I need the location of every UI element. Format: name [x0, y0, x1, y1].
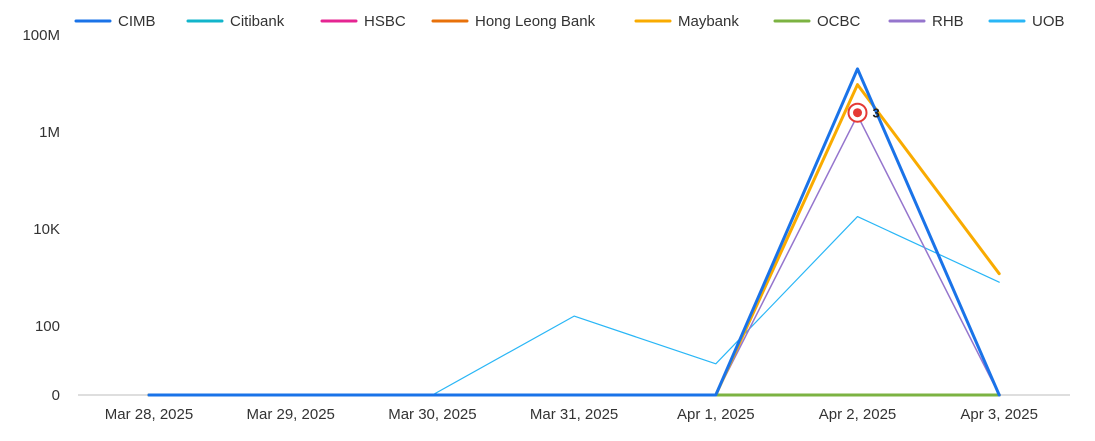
- y-tick-label: 0: [52, 387, 60, 404]
- annotation-label: 3: [873, 106, 880, 121]
- y-tick-label: 10K: [33, 221, 60, 238]
- legend-label-uob: UOB: [1032, 13, 1065, 30]
- x-tick-label: Mar 30, 2025: [388, 406, 476, 423]
- legend-label-cimb: CIMB: [118, 13, 156, 30]
- legend-item-hong-leong-bank[interactable]: Hong Leong Bank: [431, 13, 596, 30]
- y-tick-label: 100: [35, 318, 60, 335]
- legend: CIMB Citibank HSBC Hong Leong Bank Maybank OC…: [74, 13, 1065, 30]
- x-tick-label: Mar 28, 2025: [105, 406, 193, 423]
- legend-item-hsbc[interactable]: HSBC: [320, 13, 406, 30]
- legend-label-hsbc: HSBC: [364, 13, 406, 30]
- x-tick-label: Apr 3, 2025: [960, 406, 1038, 423]
- x-tick-label: Apr 1, 2025: [677, 406, 755, 423]
- legend-label-citibank: Citibank: [230, 13, 285, 30]
- series-line-maybank[interactable]: [147, 83, 1001, 397]
- legend-label-hong-leong-bank: Hong Leong Bank: [475, 13, 596, 30]
- legend-item-ocbc[interactable]: OCBC: [773, 13, 861, 30]
- y-axis: 0 100 10K 1M 100M: [22, 27, 60, 404]
- legend-item-maybank[interactable]: Maybank: [634, 13, 739, 30]
- y-tick-label: 100M: [22, 27, 60, 44]
- legend-item-cimb[interactable]: CIMB: [74, 13, 156, 30]
- series-layer: [147, 67, 1001, 397]
- legend-label-rhb: RHB: [932, 13, 964, 30]
- series-line-rhb[interactable]: [148, 114, 1000, 396]
- annotation-layer: 3: [847, 102, 880, 123]
- annotation-marker[interactable]: 3: [847, 102, 880, 123]
- x-axis: Mar 28, 2025 Mar 29, 2025 Mar 30, 2025 Mar …: [105, 406, 1038, 423]
- y-tick-label: 1M: [39, 124, 60, 141]
- x-tick-label: Mar 29, 2025: [247, 406, 335, 423]
- annotation-dot: [853, 108, 862, 118]
- legend-item-uob[interactable]: UOB: [988, 13, 1065, 30]
- legend-label-ocbc: OCBC: [817, 13, 861, 30]
- x-tick-label: Mar 31, 2025: [530, 406, 618, 423]
- legend-item-citibank[interactable]: Citibank: [186, 13, 285, 30]
- legend-label-maybank: Maybank: [678, 13, 739, 30]
- x-tick-label: Apr 2, 2025: [819, 406, 897, 423]
- series-line-cimb[interactable]: [147, 67, 1001, 397]
- legend-item-rhb[interactable]: RHB: [888, 13, 964, 30]
- series-line-uob[interactable]: [148, 216, 1000, 396]
